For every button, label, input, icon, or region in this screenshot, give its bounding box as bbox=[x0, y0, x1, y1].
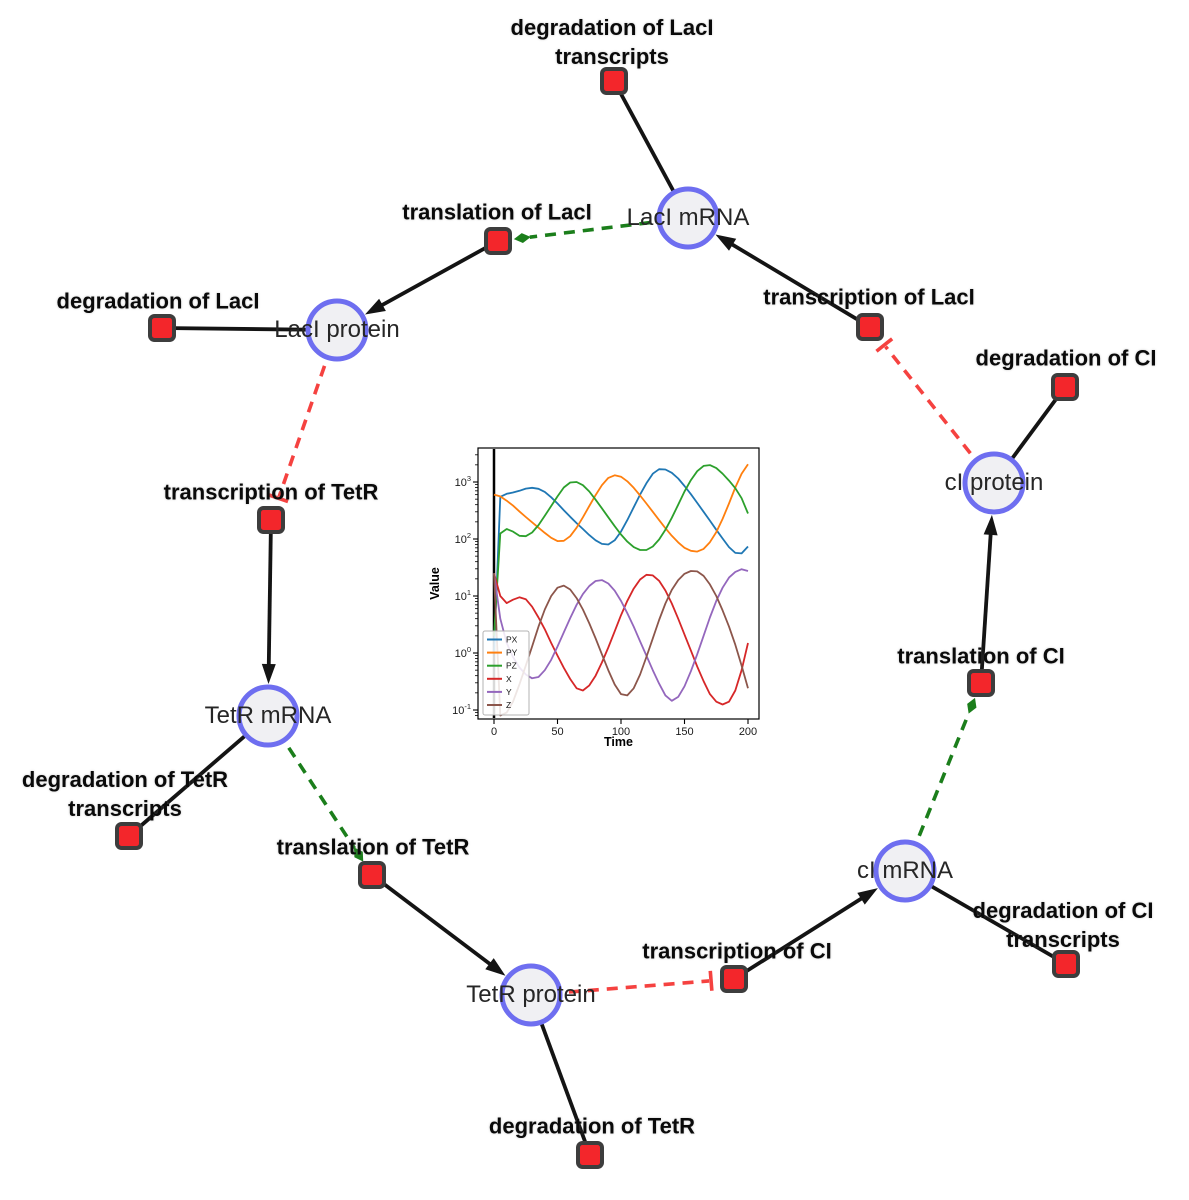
reaction-node-deg-ci[interactable] bbox=[1051, 373, 1079, 401]
legend-entry-PX: PX bbox=[506, 635, 518, 645]
chart-xlabel: Time bbox=[604, 735, 633, 749]
series-line-PY bbox=[493, 463, 749, 553]
legend-entry-Y: Y bbox=[506, 687, 512, 697]
nodes-group bbox=[115, 67, 1080, 1169]
chart-x-tick-label: 0 bbox=[491, 726, 497, 738]
edge-transcription-tetr-to-tetr-mrna-production bbox=[261, 519, 276, 685]
series-line-Z bbox=[493, 570, 749, 717]
species-node-ci-mrna[interactable] bbox=[873, 839, 937, 903]
reaction-node-deg-tetr-transcripts[interactable] bbox=[115, 822, 143, 850]
inset-chart: 0 50 100 150 20010310210110010-1TimeValuePXP… bbox=[428, 447, 760, 749]
modifier-diamond-icon bbox=[353, 847, 364, 862]
species-node-laci-protein[interactable] bbox=[305, 298, 369, 362]
chart-y-tick-label: 103 bbox=[455, 474, 471, 489]
legend-entry-Z: Z bbox=[506, 700, 511, 710]
series-line-X bbox=[493, 573, 749, 706]
chart-y-tick-label: 10-1 bbox=[452, 702, 471, 717]
legend-entry-PY: PY bbox=[506, 648, 518, 658]
edge-transcription-ci-to-ci-mrna-production bbox=[732, 888, 878, 981]
chart-y-tick-label: 100 bbox=[455, 645, 471, 660]
species-node-laci-mrna[interactable] bbox=[656, 186, 720, 250]
reaction-node-deg-tetr[interactable] bbox=[576, 1141, 604, 1169]
edge-translation-laci-to-laci-protein-production bbox=[365, 239, 499, 315]
inhibition-tbar-icon bbox=[708, 970, 714, 991]
reaction-node-deg-laci-transcripts[interactable] bbox=[600, 67, 628, 95]
modifier-diamond-icon bbox=[513, 233, 531, 244]
modifier-diamond-icon bbox=[967, 697, 977, 714]
arrowhead bbox=[365, 298, 386, 315]
series-line-PX bbox=[493, 468, 749, 654]
inhibition-tbar-icon bbox=[268, 493, 289, 504]
reaction-node-deg-laci[interactable] bbox=[148, 314, 176, 342]
arrowhead bbox=[261, 663, 276, 685]
legend-entry-X: X bbox=[506, 674, 512, 684]
arrowhead bbox=[983, 514, 998, 536]
series-line-PZ bbox=[493, 464, 749, 636]
series-line-Y bbox=[493, 568, 749, 702]
chart-legend: PX PY PZ XYZ bbox=[482, 630, 530, 716]
chart-x-tick-label: 100 bbox=[612, 726, 630, 738]
chart-x-tick-label: 150 bbox=[675, 726, 693, 738]
arrowhead bbox=[715, 234, 737, 251]
inhibition-tbar-icon bbox=[875, 337, 894, 353]
reaction-node-transcription-tetr[interactable] bbox=[257, 506, 285, 534]
chart-ylabel: Value bbox=[428, 567, 442, 600]
species-node-tetr-mrna[interactable] bbox=[236, 684, 300, 748]
chart-x-tick-label: 200 bbox=[739, 726, 757, 738]
reaction-node-deg-ci-transcripts[interactable] bbox=[1052, 950, 1080, 978]
reaction-node-transcription-laci[interactable] bbox=[856, 313, 884, 341]
reaction-node-translation-ci[interactable] bbox=[967, 669, 995, 697]
reaction-node-translation-laci[interactable] bbox=[484, 227, 512, 255]
edge-translation-ci-to-ci-protein-production bbox=[979, 514, 998, 684]
edge-transcription-laci-to-laci-mrna-production bbox=[715, 234, 871, 329]
reaction-node-transcription-ci[interactable] bbox=[720, 965, 748, 993]
legend-entry-PZ: PZ bbox=[506, 661, 517, 671]
edge-translation-tetr-to-tetr-protein-production bbox=[370, 873, 506, 976]
species-node-tetr-protein[interactable] bbox=[499, 963, 563, 1027]
chart-x-tick-label: 50 bbox=[551, 726, 563, 738]
arrowhead bbox=[485, 958, 506, 976]
chart-y-tick-label: 102 bbox=[455, 531, 471, 546]
reaction-node-translation-tetr[interactable] bbox=[358, 861, 386, 889]
arrowhead bbox=[857, 888, 878, 905]
chart-y-tick-label: 101 bbox=[455, 588, 471, 603]
species-node-ci-protein[interactable] bbox=[962, 451, 1026, 515]
